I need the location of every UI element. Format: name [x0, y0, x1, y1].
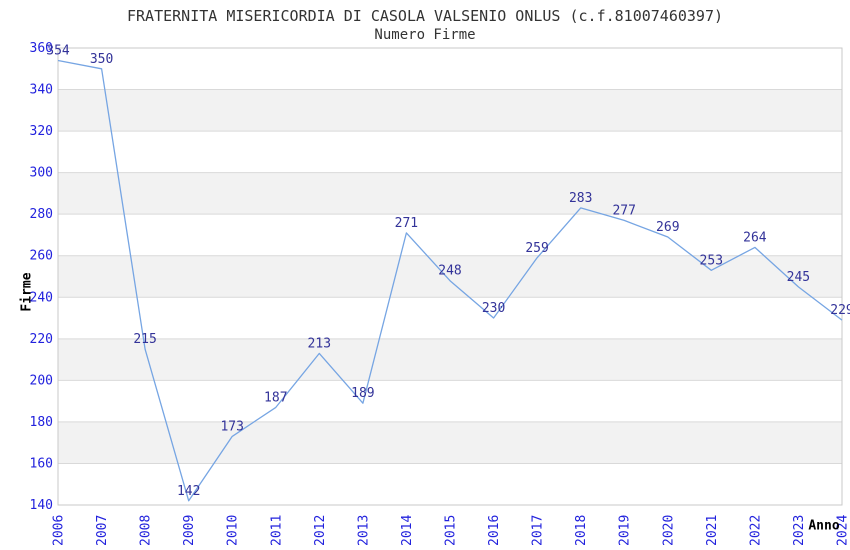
plot-border [57, 47, 843, 506]
y-tick-label: 260 [30, 249, 53, 264]
x-tick-label: 2022 [748, 515, 763, 546]
y-tick-label: 320 [30, 124, 53, 139]
grid-band [58, 48, 842, 90]
data-point-label: 283 [569, 191, 592, 206]
data-point-label: 264 [743, 230, 767, 245]
x-tick-label: 2008 [139, 515, 154, 546]
x-tick-label: 2016 [487, 515, 502, 546]
grid-band [58, 255, 842, 298]
x-tick-label: 2024 [836, 515, 850, 546]
data-point-label: 248 [438, 264, 461, 279]
data-point-label: 215 [133, 332, 156, 347]
y-tick-label: 180 [30, 415, 53, 430]
data-point-label: 213 [308, 336, 331, 351]
grid-band [58, 131, 842, 173]
x-tick-label: 2017 [531, 515, 546, 546]
y-axis-label: Firme [19, 272, 35, 312]
x-tick-label: 2009 [182, 515, 197, 546]
y-tick-label: 240 [30, 290, 53, 305]
data-point-label: 189 [351, 386, 374, 401]
x-tick-label: 2020 [661, 515, 676, 546]
data-point-label: 253 [700, 253, 723, 268]
y-tick-label: 160 [30, 456, 53, 471]
y-tick-label: 200 [30, 373, 53, 388]
data-point-label: 277 [612, 203, 635, 218]
x-tick-label: 2018 [574, 515, 589, 546]
grid-band [58, 214, 842, 256]
x-tick-label: 2019 [618, 515, 633, 546]
chart-subtitle: Numero Firme [374, 27, 476, 43]
x-tick-label: 2010 [226, 515, 241, 546]
data-point-label: 142 [177, 484, 200, 499]
data-point-label: 259 [525, 241, 548, 256]
x-axis-label: Anno [808, 518, 840, 534]
x-tick-label: 2006 [52, 515, 67, 546]
x-tick-label: 2021 [705, 515, 720, 546]
data-point-label: 245 [787, 270, 810, 285]
grid-band [58, 89, 842, 132]
x-tick-label: 2014 [400, 515, 415, 546]
grid-band [58, 463, 842, 505]
x-tick-label: 2007 [95, 515, 110, 546]
data-point-label: 187 [264, 390, 287, 405]
grid-band [58, 172, 842, 215]
x-tick-label: 2012 [313, 515, 328, 546]
data-line [57, 59, 843, 502]
data-point-label: 269 [656, 220, 679, 235]
y-tick-label: 340 [30, 83, 53, 98]
grid-band [58, 380, 842, 422]
x-tick-label: 2015 [444, 515, 459, 546]
y-tick-label: 300 [30, 166, 53, 181]
y-tick-label: 280 [30, 207, 53, 222]
grid-band [58, 338, 842, 381]
data-point-label: 229 [830, 303, 850, 318]
chart-title: FRATERNITA MISERICORDIA DI CASOLA VALSEN… [126, 7, 724, 25]
x-tick-label: 2013 [356, 515, 371, 546]
y-tick-label: 360 [30, 41, 53, 56]
data-point-label: 350 [90, 52, 113, 67]
data-point-label: 354 [46, 44, 70, 59]
grid-band [58, 421, 842, 464]
y-tick-label: 140 [30, 498, 53, 513]
x-tick-label: 2011 [269, 515, 284, 546]
data-point-label: 173 [220, 419, 243, 434]
x-tick-label: 2023 [792, 515, 807, 546]
data-point-label: 230 [482, 301, 505, 316]
y-tick-label: 220 [30, 332, 53, 347]
grid-band [58, 297, 842, 339]
data-point-label: 271 [395, 216, 418, 231]
